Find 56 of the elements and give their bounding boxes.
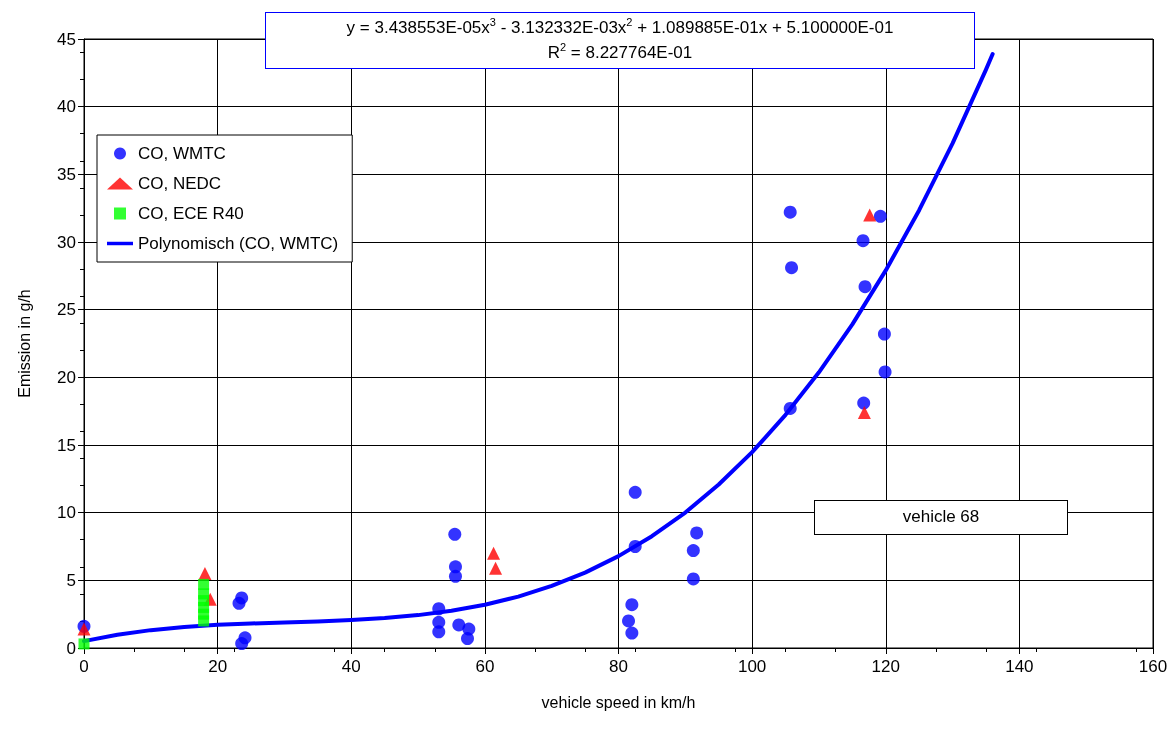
x-tick-label: 20 xyxy=(208,657,228,676)
y-tick-label: 20 xyxy=(57,367,76,387)
y-tick-label: 5 xyxy=(66,570,76,590)
point xyxy=(198,615,210,627)
y-tick-label: 30 xyxy=(57,232,76,252)
x-tick-label: 40 xyxy=(341,657,361,676)
y-tick-label: 15 xyxy=(57,435,76,455)
x-tick-label: 0 xyxy=(79,657,89,676)
point xyxy=(489,561,503,575)
point xyxy=(448,569,462,583)
legend-label: CO, NEDC xyxy=(138,174,222,193)
legend-label: Polynomisch (CO, WMTC) xyxy=(138,234,339,253)
y-axis-title: Emission in g/h xyxy=(15,289,33,398)
x-tick-label: 100 xyxy=(737,657,767,676)
point xyxy=(857,396,871,410)
point xyxy=(878,365,892,379)
point xyxy=(625,598,639,612)
y-tick-label: 35 xyxy=(57,164,76,184)
text-box: vehicle 68 xyxy=(814,500,1068,535)
point xyxy=(686,544,700,558)
point xyxy=(686,572,700,586)
point xyxy=(856,234,870,248)
y-tick-label: 25 xyxy=(57,300,76,320)
point xyxy=(858,280,872,294)
y-tick-label: 40 xyxy=(57,97,76,117)
y-tick-label: 0 xyxy=(66,638,76,658)
point xyxy=(690,526,704,540)
point xyxy=(432,602,446,616)
x-axis-title: vehicle speed in km/h xyxy=(541,693,696,711)
legend-label: CO, ECE R40 xyxy=(138,204,244,223)
point xyxy=(873,209,887,223)
x-tick-label: 80 xyxy=(609,657,628,676)
point xyxy=(487,546,501,560)
x-tick-label: 140 xyxy=(1005,657,1034,676)
point xyxy=(625,626,639,640)
point xyxy=(857,406,871,420)
point xyxy=(432,625,446,639)
point xyxy=(232,596,246,610)
legend-label: CO, WMTC xyxy=(138,144,226,163)
point xyxy=(628,540,642,553)
point xyxy=(235,637,249,651)
x-tick-label: 60 xyxy=(475,657,495,676)
y-tick-label: 10 xyxy=(57,503,76,523)
x-tick-label: 160 xyxy=(1138,657,1168,676)
point xyxy=(783,401,797,415)
point xyxy=(461,632,474,646)
point xyxy=(448,527,462,541)
point xyxy=(628,485,642,499)
text-box: y = 3.438553E-05x$^{3}$ - 3.132332E-03x$^{2}$ + 1.089885E-01x + 5.100000E-01 R$^{2}$ = 8.227764E-01 xyxy=(265,12,975,69)
y-tick-label: 45 xyxy=(57,29,76,49)
point xyxy=(877,327,891,341)
point xyxy=(783,205,797,219)
point xyxy=(622,614,636,628)
point xyxy=(863,208,877,222)
point xyxy=(785,261,799,275)
x-tick-label: 120 xyxy=(871,657,900,676)
